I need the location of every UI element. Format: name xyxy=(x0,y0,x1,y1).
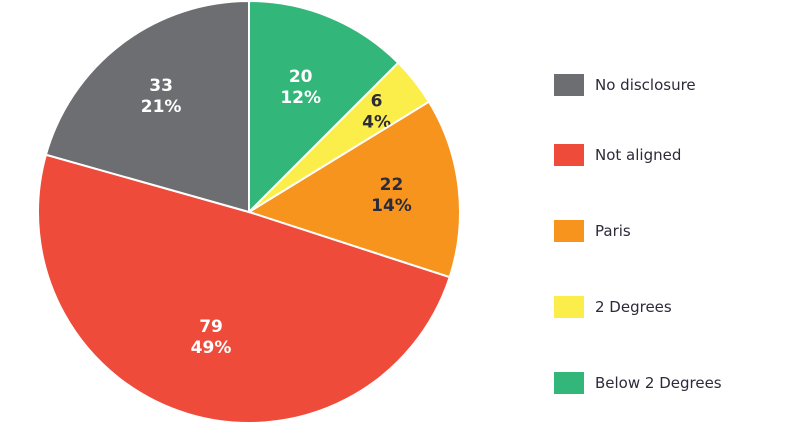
legend-label: 2 Degrees xyxy=(595,298,672,316)
legend-label: No disclosure xyxy=(595,76,696,94)
legend-swatch xyxy=(554,296,584,318)
slice-value-label: 20 xyxy=(289,67,313,87)
pie-slice-below-2-degrees xyxy=(248,0,400,215)
legend-swatch xyxy=(554,144,584,166)
slice-value-label: 22 xyxy=(380,175,404,195)
legend-label: Not aligned xyxy=(595,146,682,164)
legend-label: Below 2 Degrees xyxy=(595,374,722,392)
slice-percent-label: 21% xyxy=(141,97,182,117)
slice-percent-label: 14% xyxy=(371,196,412,216)
slice-percent-label: 12% xyxy=(280,88,321,108)
slice-percent-label: 4% xyxy=(362,112,391,132)
legend-item-paris: Paris xyxy=(554,220,631,242)
legend-swatch xyxy=(554,372,584,394)
slice-value-label: 6 xyxy=(371,91,383,111)
legend-item-no-disclosure: No disclosure xyxy=(554,74,696,96)
legend-swatch xyxy=(554,220,584,242)
pie-slice-not-aligned xyxy=(37,153,451,424)
legend-label: Paris xyxy=(595,222,631,240)
legend-item-2-degrees: 2 Degrees xyxy=(554,296,672,318)
pie-slice-paris xyxy=(246,100,461,279)
slice-value-label: 33 xyxy=(149,76,173,96)
pie-slice-no-disclosure xyxy=(44,0,250,214)
legend-swatch xyxy=(554,74,584,96)
legend-item-below-2-degrees: Below 2 Degrees xyxy=(554,372,722,394)
legend-item-not-aligned: Not aligned xyxy=(554,144,681,166)
slice-value-label: 79 xyxy=(199,317,223,337)
slice-percent-label: 49% xyxy=(191,338,232,358)
